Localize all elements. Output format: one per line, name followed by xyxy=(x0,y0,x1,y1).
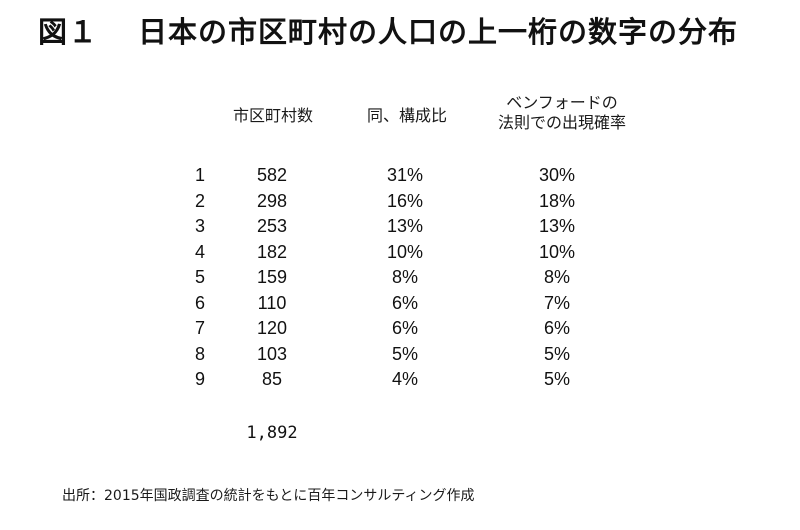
count-cell: 182 xyxy=(256,241,288,262)
table-row: 7 120 6% 6% xyxy=(0,316,800,342)
digit-cell: 2 xyxy=(194,190,205,211)
table-row: 6 110 6% 7% xyxy=(0,291,800,317)
table-row: 1 582 31% 30% xyxy=(0,163,800,189)
count-cell: 159 xyxy=(256,267,288,287)
benford-cell: 13% xyxy=(538,216,576,236)
digit-cell: 6 xyxy=(194,292,205,313)
share-cell: 13% xyxy=(386,216,424,236)
share-cell: 10% xyxy=(386,241,424,262)
benford-cell: 30% xyxy=(538,165,576,185)
digit-cell: 9 xyxy=(194,369,205,389)
benford-cell: 6% xyxy=(543,318,570,338)
figure-label: 図１ xyxy=(38,15,99,49)
table-row: 3 253 13% 13% xyxy=(0,214,800,240)
header-count: 市区町村数 xyxy=(232,106,313,125)
share-cell: 31% xyxy=(386,165,424,185)
benford-cell: 18% xyxy=(538,190,576,211)
share-cell: 8% xyxy=(391,267,418,287)
digit-cell: 4 xyxy=(194,241,205,262)
share-cell: 6% xyxy=(391,292,418,313)
digit-cell: 8 xyxy=(194,343,205,364)
benford-cell: 8% xyxy=(543,267,570,287)
count-cell: 298 xyxy=(256,190,288,211)
digit-cell: 5 xyxy=(194,267,205,287)
table-row: 4 182 10% 10% xyxy=(0,240,800,266)
count-cell: 85 xyxy=(261,369,283,389)
table-row: 2 298 16% 18% xyxy=(0,189,800,215)
header-share: 同、構成比 xyxy=(366,106,447,125)
count-cell: 103 xyxy=(256,343,288,364)
share-cell: 5% xyxy=(391,343,418,364)
count-cell: 253 xyxy=(256,216,288,236)
digit-cell: 3 xyxy=(194,216,205,236)
header-benford-line1: ベンフォードの xyxy=(506,93,618,112)
header-benford: ベンフォードの 法則での出現確率 xyxy=(482,93,642,133)
count-cell: 110 xyxy=(257,292,287,313)
digit-cell: 1 xyxy=(194,165,205,185)
table-row: 5 159 8% 8% xyxy=(0,265,800,291)
table-row: 8 103 5% 5% xyxy=(0,342,800,368)
share-cell: 4% xyxy=(391,369,418,389)
figure-title: 図１ 日本の市区町村の人口の上一桁の数字の分布 xyxy=(38,12,738,52)
share-cell: 6% xyxy=(391,318,418,338)
benford-cell: 10% xyxy=(538,241,576,262)
table-row: 9 85 4% 5% xyxy=(0,367,800,393)
benford-cell: 7% xyxy=(543,292,570,313)
digit-cell: 7 xyxy=(194,318,205,338)
digit-distribution-table: 市区町村数 同、構成比 ベンフォードの 法則での出現確率 1 582 31% 3… xyxy=(0,93,800,443)
table-body: 1 582 31% 30% 2 298 16% 18% 3 253 13% 13… xyxy=(0,163,800,393)
source-note: 出所：2015年国政調査の統計をもとに百年コンサルティング作成 xyxy=(62,488,475,504)
benford-cell: 5% xyxy=(543,343,570,364)
figure-title-text: 日本の市区町村の人口の上一桁の数字の分布 xyxy=(138,15,739,49)
benford-cell: 5% xyxy=(543,369,570,389)
total-count: 1,892 xyxy=(246,423,298,443)
count-cell: 120 xyxy=(256,318,288,338)
count-cell: 582 xyxy=(256,165,288,185)
share-cell: 16% xyxy=(386,190,424,211)
header-benford-line2: 法則での出現確率 xyxy=(497,113,626,132)
